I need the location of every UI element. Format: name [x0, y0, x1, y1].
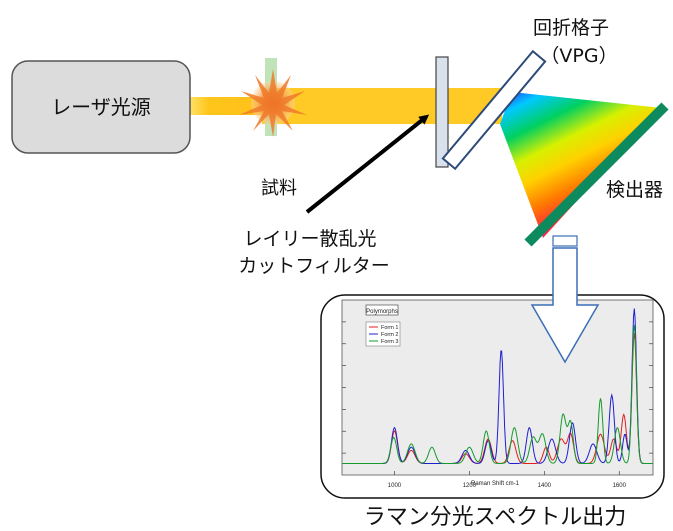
chart-title-box — [365, 304, 399, 316]
legend-label: Form 2 — [381, 332, 398, 338]
laser-beam — [190, 97, 266, 115]
chart-title: Polymorphs — [366, 309, 398, 315]
chart-xlabel: Raman Shift cm-1 — [471, 481, 520, 487]
detector-label: 検出器 — [606, 179, 663, 201]
grating-label-line1: 回折格子 — [533, 17, 609, 39]
main-beam — [262, 88, 502, 124]
filter-label-line2: カットフィルター — [238, 255, 390, 277]
legend-label: Form 1 — [381, 325, 398, 331]
legend-label: Form 3 — [381, 339, 398, 345]
filter-label-line1: レイリー散乱光 — [243, 228, 376, 250]
grating-label-line2: （VPG） — [540, 45, 617, 67]
laser-source-label: レーザ光源 — [51, 95, 151, 119]
diffracted-spectrum — [500, 92, 662, 238]
laser-source-box — [11, 60, 191, 154]
rayleigh-filter — [435, 56, 449, 168]
x-tick-label: 1400 — [538, 483, 552, 489]
diffraction-grating — [441, 49, 547, 171]
scattering-burst-icon — [239, 69, 307, 137]
detector-bar — [524, 102, 669, 247]
x-tick-label: 1000 — [388, 483, 402, 489]
output-arrow-icon — [530, 235, 600, 364]
x-tick-label: 1600 — [613, 483, 627, 489]
x-tick-label: 1200 — [463, 483, 477, 489]
series-line-form-3 — [342, 324, 653, 464]
filter-pointer-arrow — [305, 114, 430, 214]
output-label: ラマン分光スペクトル出力 — [364, 505, 626, 530]
series-line-form-2 — [342, 308, 653, 464]
sample-label: 試料 — [261, 178, 297, 199]
